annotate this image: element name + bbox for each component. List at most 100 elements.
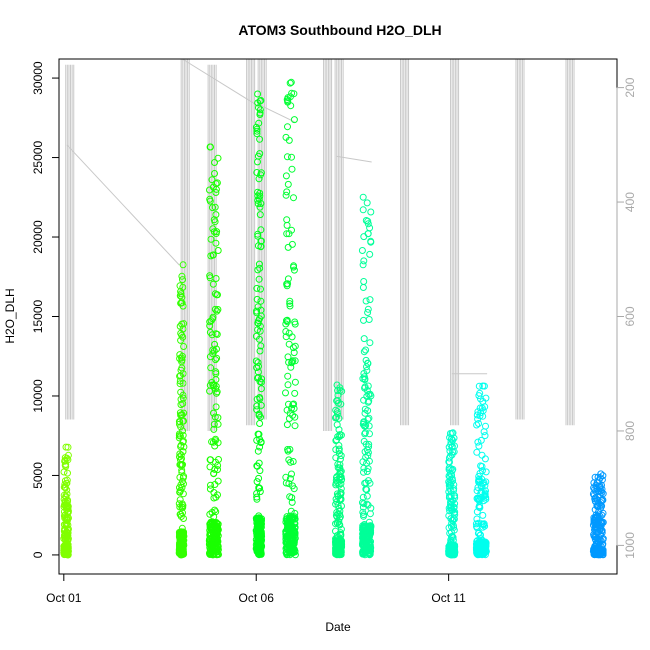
data-point bbox=[474, 495, 482, 503]
data-point bbox=[285, 517, 293, 525]
y2-tick-label: 400 bbox=[623, 192, 637, 212]
data-point bbox=[254, 200, 262, 208]
data-point bbox=[450, 504, 458, 512]
data-point bbox=[364, 217, 372, 225]
data-point bbox=[61, 477, 69, 485]
data-point bbox=[360, 233, 368, 241]
data-point bbox=[359, 284, 367, 291]
data-point bbox=[212, 230, 220, 237]
data-point bbox=[284, 381, 292, 389]
data-point bbox=[361, 530, 369, 538]
data-point bbox=[364, 360, 372, 367]
data-point bbox=[60, 550, 68, 558]
data-point bbox=[335, 442, 343, 449]
data-point bbox=[289, 458, 297, 465]
y-axis: 0 5000 10000 15000 20000 25000 30000 bbox=[31, 61, 60, 558]
data-point bbox=[364, 309, 372, 316]
data-point bbox=[288, 470, 295, 478]
data-point bbox=[209, 280, 217, 288]
data-point bbox=[364, 465, 372, 473]
data-point bbox=[211, 159, 218, 166]
data-point bbox=[480, 479, 488, 487]
data-point bbox=[283, 317, 290, 325]
data-point bbox=[360, 521, 368, 528]
data-point bbox=[363, 541, 371, 549]
data-point bbox=[450, 541, 458, 549]
data-point bbox=[282, 528, 290, 536]
data-point bbox=[257, 439, 265, 447]
data-point bbox=[448, 533, 455, 541]
data-point bbox=[207, 235, 215, 243]
y2-tick-label: 800 bbox=[623, 421, 637, 441]
data-point bbox=[366, 532, 374, 539]
data-point bbox=[176, 453, 183, 461]
data-point bbox=[338, 387, 346, 395]
y-tick-label: 15000 bbox=[31, 299, 45, 333]
data-point bbox=[291, 389, 299, 397]
data-point bbox=[212, 189, 220, 196]
data-point bbox=[480, 428, 488, 436]
data-point bbox=[449, 429, 457, 437]
data-point bbox=[597, 501, 605, 509]
data-point bbox=[593, 520, 600, 528]
data-point bbox=[282, 191, 290, 199]
data-point bbox=[208, 176, 216, 184]
data-point bbox=[450, 481, 458, 489]
data-point bbox=[361, 422, 368, 430]
data-point bbox=[179, 276, 186, 284]
data-point bbox=[335, 445, 343, 453]
data-point bbox=[178, 477, 186, 485]
x-tick-label: Oct 06 bbox=[239, 591, 275, 605]
data-point bbox=[254, 521, 262, 529]
data-point bbox=[598, 481, 605, 489]
data-point bbox=[289, 357, 297, 365]
data-point bbox=[253, 364, 261, 372]
data-point bbox=[61, 481, 69, 488]
data-point bbox=[282, 389, 289, 397]
data-point bbox=[283, 421, 291, 429]
data-point bbox=[474, 484, 482, 491]
data-point bbox=[286, 93, 294, 101]
data-point bbox=[334, 538, 342, 546]
data-point bbox=[256, 347, 264, 355]
data-point bbox=[337, 529, 344, 537]
data-point bbox=[447, 515, 455, 523]
data-point bbox=[363, 468, 371, 475]
data-point bbox=[290, 194, 297, 202]
data-point bbox=[360, 468, 367, 476]
x-tick-label: Oct 11 bbox=[431, 591, 466, 605]
data-point bbox=[253, 478, 261, 486]
data-point bbox=[448, 471, 456, 479]
data-point bbox=[335, 426, 343, 434]
data-point bbox=[286, 475, 294, 483]
data-point bbox=[333, 498, 341, 506]
data-point bbox=[475, 442, 483, 450]
data-point bbox=[176, 282, 184, 290]
data-point bbox=[214, 414, 222, 422]
data-point bbox=[178, 272, 186, 280]
data-point bbox=[257, 297, 265, 305]
data-point bbox=[365, 414, 373, 422]
data-point bbox=[255, 362, 262, 370]
data-point bbox=[257, 378, 265, 386]
data-point bbox=[365, 316, 373, 323]
data-point bbox=[334, 410, 341, 418]
data-point bbox=[178, 320, 186, 328]
data-point bbox=[446, 458, 453, 466]
data-point bbox=[597, 505, 604, 512]
data-point bbox=[477, 541, 485, 549]
data-point bbox=[255, 195, 263, 203]
data-point bbox=[283, 525, 291, 533]
data-point bbox=[361, 448, 369, 456]
chart-title: ATOM3 Southbound H2O_DLH bbox=[238, 22, 441, 38]
data-point bbox=[63, 551, 71, 558]
data-point bbox=[474, 529, 482, 537]
data-point bbox=[256, 150, 264, 158]
data-point bbox=[596, 474, 604, 482]
data-point bbox=[366, 430, 373, 438]
data-point bbox=[359, 193, 367, 201]
x-tick-label: Oct 01 bbox=[46, 591, 82, 605]
data-point bbox=[599, 518, 607, 526]
data-point bbox=[63, 528, 71, 536]
data-point bbox=[210, 216, 218, 224]
